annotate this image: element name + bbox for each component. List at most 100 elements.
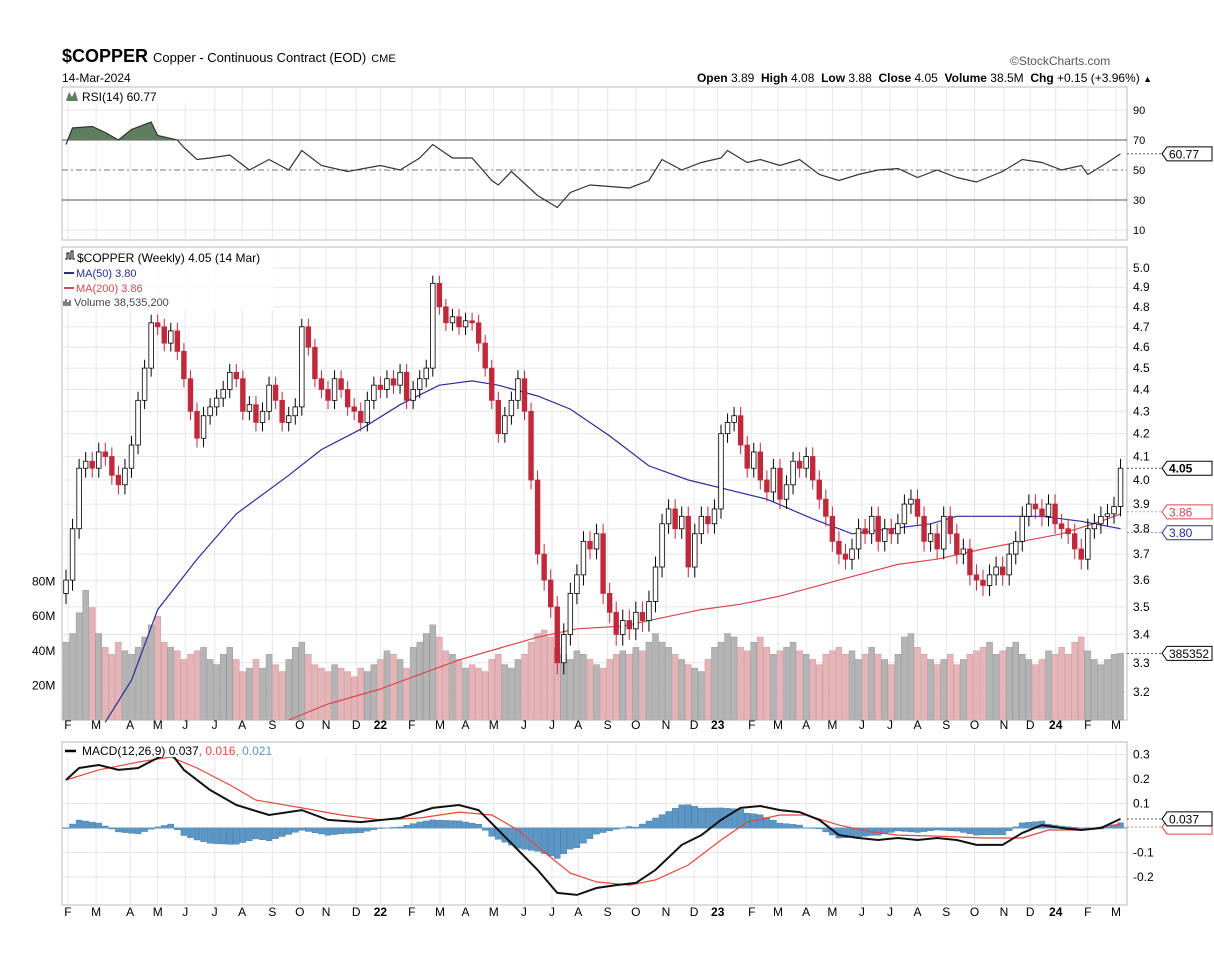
candle-body: [168, 330, 174, 344]
volume-bar: [475, 667, 482, 721]
price-tick-label: 3.2: [1133, 685, 1150, 699]
rsi-icon: [66, 91, 78, 101]
macd-histogram-bar: [960, 827, 967, 833]
volume-bar: [82, 590, 89, 721]
signal-line: [65, 756, 1121, 886]
macd-histogram-bar: [698, 807, 705, 829]
volume-bar: [802, 654, 810, 721]
macd-histogram-bar: [449, 820, 456, 829]
volume-bar: [678, 659, 685, 721]
candle-body: [344, 389, 351, 408]
volume-bar: [213, 664, 220, 721]
volume-bar: [449, 654, 456, 721]
chart-date: 14-Mar-2024: [62, 71, 131, 85]
candle-body: [403, 371, 410, 401]
low-label: Low: [821, 71, 846, 85]
month-label: D: [1026, 718, 1035, 732]
candle-body: [639, 611, 646, 621]
month-label: A: [574, 905, 582, 919]
macd-histogram-bar: [278, 827, 286, 837]
candle-body: [1117, 467, 1124, 507]
macd-histogram-bar: [875, 827, 882, 836]
candle-body: [233, 371, 239, 380]
month-label: J: [182, 718, 188, 732]
candle-body: [102, 451, 108, 457]
volume-bar: [252, 659, 260, 721]
macd-histogram-bar: [357, 827, 364, 833]
macd-histogram-bar: [599, 827, 607, 833]
macd-legend-title: MACD(12,26,9) 0.037: [82, 744, 199, 758]
macd-histogram-bar: [292, 827, 299, 833]
candle-body: [580, 540, 587, 576]
volume-bar: [704, 659, 712, 721]
month-label: M: [91, 718, 101, 732]
volume-bar: [423, 633, 430, 721]
candle-body: [941, 515, 947, 550]
macd-histogram-bar: [783, 823, 790, 829]
volume-bar: [488, 659, 495, 721]
macd-histogram-bar: [193, 827, 201, 841]
candle-body: [279, 399, 285, 423]
month-label: J: [182, 905, 188, 919]
volume-bar: [907, 633, 915, 721]
macd-histogram-bar: [206, 827, 214, 844]
volume-bar: [1051, 654, 1059, 721]
chg-value: +0.15 (+3.96%): [1057, 71, 1140, 85]
candle-body: [921, 515, 927, 542]
candle-body: [371, 384, 377, 401]
month-label: N: [1000, 905, 1009, 919]
month-label: 22: [374, 905, 388, 919]
macd-histogram-bar: [95, 822, 102, 829]
macd-tag-box: [1161, 811, 1213, 827]
candle-body: [901, 503, 908, 525]
month-label: N: [1000, 718, 1009, 732]
volume-bar: [481, 671, 489, 721]
volume-bar: [1104, 659, 1111, 721]
volume-bar: [619, 650, 626, 721]
volume-bar: [305, 654, 312, 721]
macd-tick-label: 0.2: [1133, 772, 1150, 786]
ma200-tag-text: 3.86: [1169, 505, 1193, 519]
candle-body: [96, 451, 102, 469]
candle-body: [934, 533, 940, 550]
macd-histogram-bar: [115, 827, 122, 833]
candle-body: [1006, 553, 1012, 576]
month-label: M: [489, 718, 499, 732]
price-tick-label: 4.8: [1133, 300, 1150, 314]
macd-histogram-bar: [134, 827, 142, 835]
volume-bar: [161, 641, 168, 721]
volume-bar: [187, 654, 194, 721]
macd-histogram-bar: [88, 821, 96, 829]
volume-bar: [979, 647, 987, 721]
candle-body: [672, 508, 678, 530]
volume-bar: [1058, 647, 1065, 721]
volume-bar: [239, 671, 247, 721]
macd-histogram-bar: [213, 827, 220, 844]
macd-histogram-bar: [560, 827, 567, 854]
macd-histogram-bar: [521, 827, 528, 850]
candle-body: [1026, 503, 1032, 517]
month-label: O: [295, 718, 304, 732]
volume-bar: [848, 650, 856, 721]
candle-body: [272, 384, 279, 401]
candle-body: [757, 451, 763, 481]
volume-tick-label: 60M: [32, 609, 55, 623]
price-panel: [61, 246, 1128, 721]
candle-body: [868, 515, 875, 535]
candle-body: [220, 389, 226, 399]
volume-bar: [567, 659, 574, 721]
volume-bar: [167, 647, 175, 721]
volume-bar: [973, 650, 980, 721]
candle-body: [986, 574, 993, 586]
macd-histogram-bar: [331, 827, 338, 835]
month-label: S: [268, 905, 276, 919]
candle-body: [606, 592, 613, 613]
macd-histogram-bar: [318, 827, 325, 835]
volume-bar: [717, 641, 725, 721]
volume-bar: [822, 654, 830, 721]
month-label: S: [604, 718, 612, 732]
month-label: D: [352, 718, 361, 732]
up-arrow-icon: ▲: [1143, 74, 1152, 84]
volume-bar: [1038, 659, 1046, 721]
macd-histogram-bar: [488, 827, 495, 837]
